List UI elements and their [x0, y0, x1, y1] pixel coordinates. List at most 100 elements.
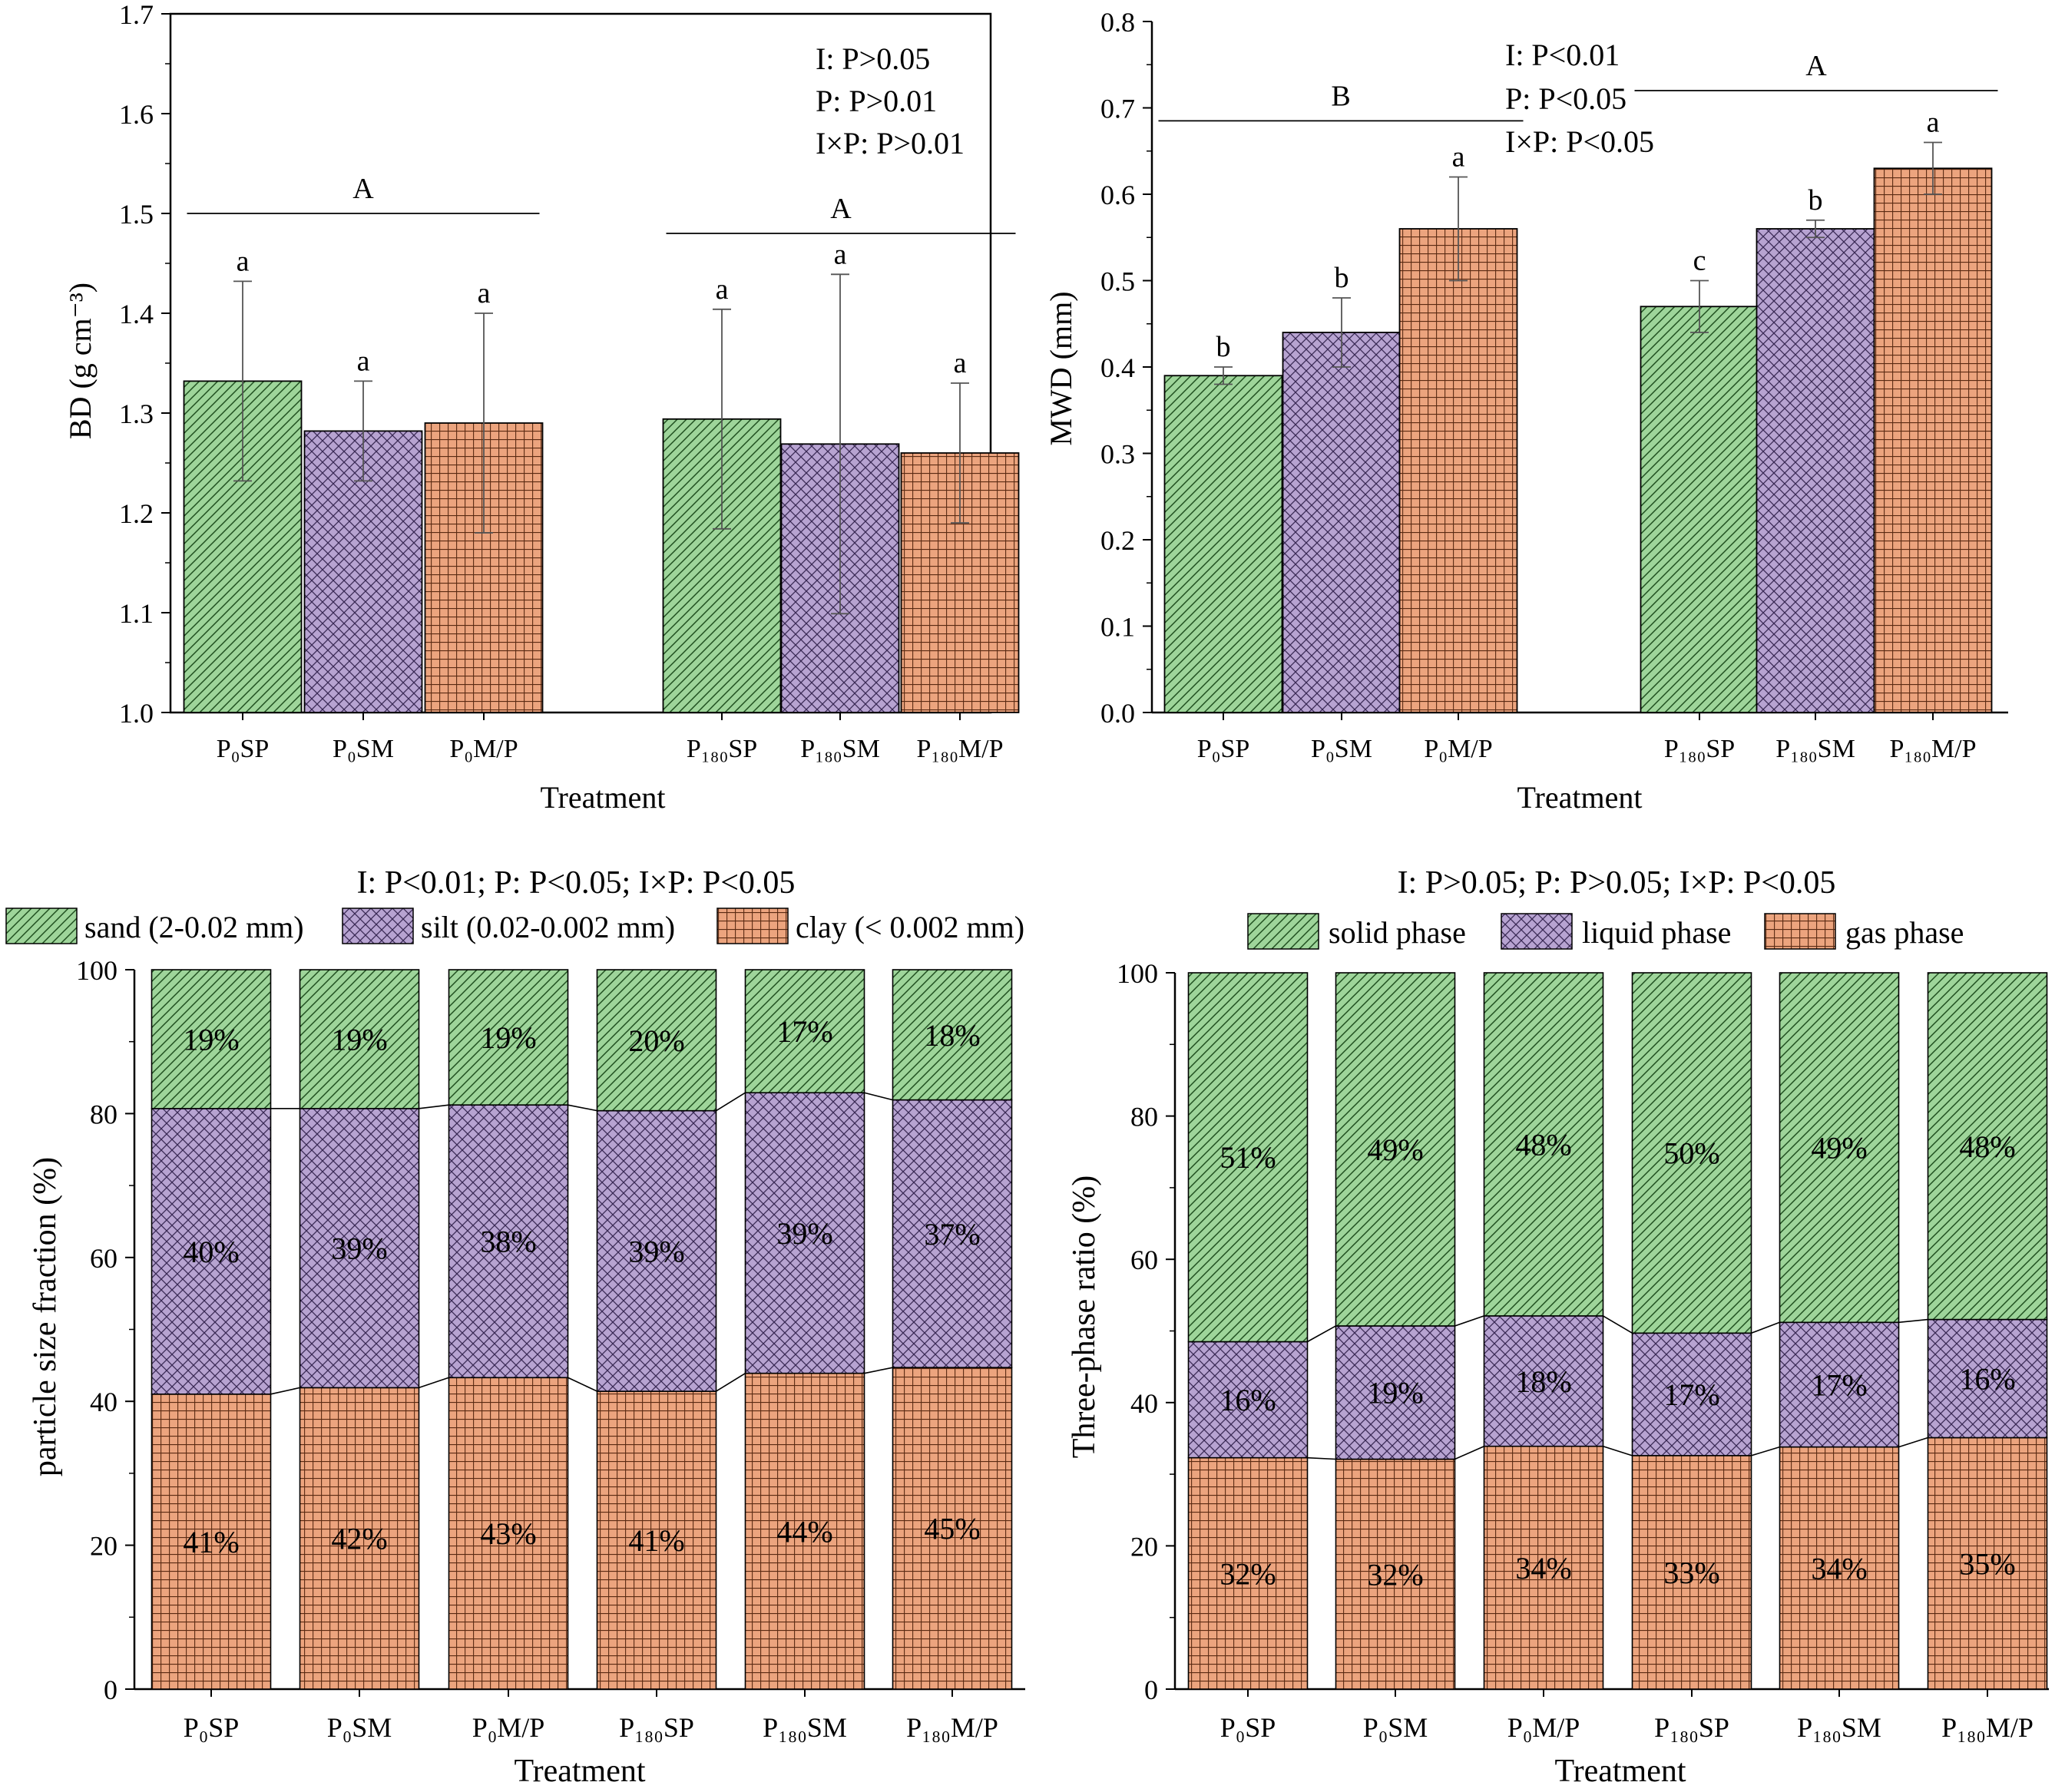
psf-connector-line: [270, 1387, 300, 1395]
tpr-segment: [1779, 972, 1900, 1324]
mwd-stat-line-1: I: P<0.01: [1505, 38, 1620, 72]
mwd-significance-letter: a: [1452, 141, 1465, 174]
tpr-segment: [1187, 1456, 1309, 1690]
legend-swatch-silt: [342, 908, 414, 944]
tpr-segment-label: 34%: [1515, 1551, 1571, 1585]
psf-segment-label: 39%: [331, 1232, 387, 1266]
tpr-connector-line: [1454, 1445, 1484, 1460]
tpr-segment-label: 50%: [1663, 1136, 1719, 1171]
psf-x-tick-label: P₀M/P: [472, 1712, 545, 1743]
tpr-segment-label: 16%: [1959, 1362, 2015, 1397]
tpr-segment: [1927, 1318, 2048, 1439]
mwd-group-letter: B: [1331, 80, 1350, 112]
psf-y-axis-title: particle size fraction (%): [28, 1157, 63, 1476]
psf-connector-line: [568, 1377, 597, 1392]
psf-connector-line: [419, 1104, 449, 1109]
tpr-connector-line: [1603, 1445, 1633, 1456]
tpr-connector-line: [1603, 1315, 1633, 1334]
tpr-y-tick-label: 40: [1130, 1388, 1158, 1419]
mwd-significance-letter: b: [1809, 184, 1823, 217]
mwd-bar: [1398, 228, 1518, 713]
mwd-y-tick-label: 0.7: [1100, 94, 1135, 124]
tpr-segment-label: 48%: [1959, 1129, 2015, 1164]
tpr-x-tick-label: P₀M/P: [1507, 1712, 1580, 1743]
tpr-connector-line: [1751, 1446, 1780, 1456]
tpr-y-tick-label: 100: [1117, 958, 1158, 989]
tpr-segment: [1779, 1321, 1900, 1448]
tpr-connector-line: [1307, 1325, 1336, 1343]
tpr-y-tick-label: 20: [1130, 1531, 1158, 1562]
psf-y-tick-label: 40: [90, 1387, 117, 1417]
mwd-y-axis-title: MWD (mm): [1044, 291, 1078, 445]
psf-segment: [892, 1099, 1013, 1368]
bd-significance-letter: a: [237, 245, 250, 277]
tpr-segment-label: 32%: [1367, 1557, 1423, 1592]
mwd-bar: [1640, 306, 1759, 713]
bd-y-tick-label: 1.4: [119, 299, 154, 329]
tpr-x-tick-label: P₁₈₀SM: [1797, 1712, 1881, 1743]
bd-x-tick-label: P₁₈₀M/P: [916, 735, 1003, 763]
bd-y-axis-title: BD (g cm⁻³): [63, 283, 98, 439]
tpr-x-axis-title: Treatment: [1554, 1754, 1686, 1789]
legend-swatch-solid: [1247, 913, 1319, 950]
mwd-y-tick-label: 0.0: [1100, 698, 1135, 729]
mwd-x-tick-label: P₀SP: [1197, 735, 1250, 763]
tpr-connector-line: [1898, 1437, 1928, 1448]
bd-y-tick-label: 1.3: [119, 398, 154, 429]
bd-group-letter: A: [830, 193, 852, 225]
mwd-bar: [1282, 332, 1401, 713]
tpr-y-tick-label: 60: [1130, 1245, 1158, 1275]
bd-x-tick-label: P₀SP: [217, 735, 270, 763]
legend-label-solid: solid phase: [1329, 915, 1466, 950]
tpr-segment-label: 17%: [1663, 1377, 1719, 1412]
tpr-connector-line: [1454, 1315, 1484, 1327]
bd-group-letter: A: [352, 173, 374, 205]
psf-segment-label: 17%: [776, 1014, 832, 1049]
tpr-connector-line: [1751, 1321, 1780, 1334]
psf-segment-label: 42%: [331, 1522, 387, 1556]
bd-x-axis-title: Treatment: [541, 780, 666, 815]
bd-stat-line-1: I: P>0.05: [816, 41, 930, 76]
mwd-y-tick-label: 0.8: [1100, 7, 1135, 38]
bd-significance-letter: a: [716, 273, 729, 306]
legend-swatch-sand: [5, 908, 78, 944]
tpr-x-tick-label: P₀SM: [1363, 1712, 1428, 1743]
tpr-x-tick-label: P₁₈₀SP: [1654, 1712, 1729, 1743]
tpr-segment-label: 18%: [1515, 1364, 1571, 1399]
psf-segment-label: 41%: [628, 1523, 684, 1558]
tpr-segment-label: 17%: [1811, 1367, 1867, 1402]
psf-y-tick-label: 100: [76, 955, 117, 986]
psf-segment: [299, 1108, 420, 1389]
psf-segment-label: 18%: [924, 1018, 980, 1053]
mwd-significance-letter: b: [1335, 262, 1349, 294]
tpr-segment-label: 49%: [1367, 1132, 1423, 1167]
psf-x-axis-title: Treatment: [514, 1754, 645, 1789]
tpr-x-tick-label: P₁₈₀M/P: [1941, 1712, 2034, 1743]
mwd-y-tick-label: 0.2: [1100, 525, 1135, 556]
tpr-segment-label: 32%: [1219, 1556, 1276, 1591]
bd-x-tick-label: P₁₈₀SP: [687, 735, 757, 763]
bd-y-tick-label: 1.2: [119, 498, 154, 529]
tpr-segment: [1631, 1332, 1752, 1456]
tpr-segment-label: 33%: [1663, 1556, 1719, 1590]
tpr-segment: [1927, 972, 2048, 1321]
psf-segment-label: 19%: [480, 1020, 536, 1055]
tpr-y-tick-label: 80: [1130, 1102, 1158, 1132]
psf-segment: [744, 1372, 865, 1690]
bd-significance-letter: a: [834, 238, 847, 270]
psf-y-tick-label: 80: [90, 1099, 117, 1129]
tpr-segment: [1335, 972, 1456, 1327]
mwd-y-tick-label: 0.3: [1100, 439, 1135, 470]
bd-y-tick-label: 1.7: [119, 0, 154, 30]
psf-segment: [892, 1367, 1013, 1690]
psf-segment-label: 39%: [776, 1216, 832, 1251]
psf-y-tick-label: 0: [104, 1675, 117, 1705]
legend-label-silt: silt (0.02-0.002 mm): [421, 910, 675, 944]
psf-segment-label: 45%: [924, 1512, 980, 1546]
legend-swatch-gas: [1764, 913, 1836, 950]
psf-segment: [151, 969, 272, 1109]
psf-segment: [151, 1394, 272, 1690]
mwd-significance-letter: a: [1927, 107, 1940, 139]
psf-segment: [448, 1377, 569, 1690]
